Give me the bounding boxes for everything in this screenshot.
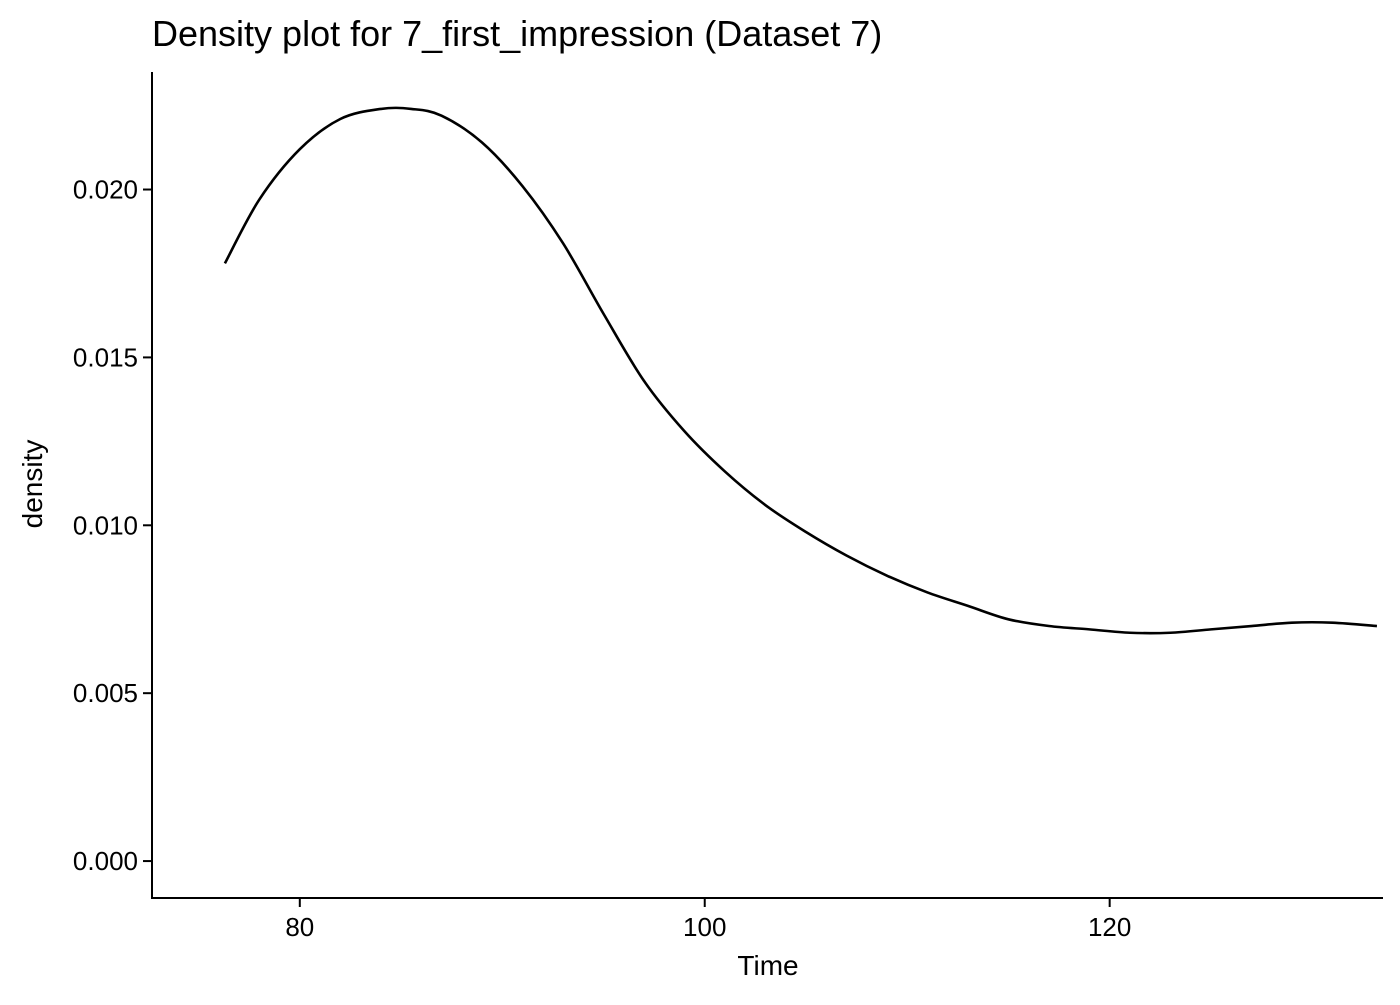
density-curve-line xyxy=(223,106,1378,635)
chart-title: Density plot for 7_first_impression (Dat… xyxy=(152,13,882,54)
y-tick-label: 0.010 xyxy=(73,510,138,540)
y-tick-label: 0.000 xyxy=(73,846,138,876)
y-tick-label: 0.020 xyxy=(73,175,138,205)
x-axis-label: Time xyxy=(737,950,798,981)
y-axis-label: density xyxy=(17,440,48,529)
x-axis-ticks: 80 100 120 xyxy=(285,898,1131,942)
plot-area xyxy=(223,106,1378,635)
y-tick-label: 0.005 xyxy=(73,678,138,708)
y-tick-label: 0.015 xyxy=(73,342,138,372)
x-tick-label: 80 xyxy=(285,912,314,942)
y-axis-ticks: 0.000 0.005 0.010 0.015 0.020 xyxy=(73,175,152,876)
x-tick-label: 100 xyxy=(683,912,726,942)
x-tick-label: 120 xyxy=(1088,912,1131,942)
